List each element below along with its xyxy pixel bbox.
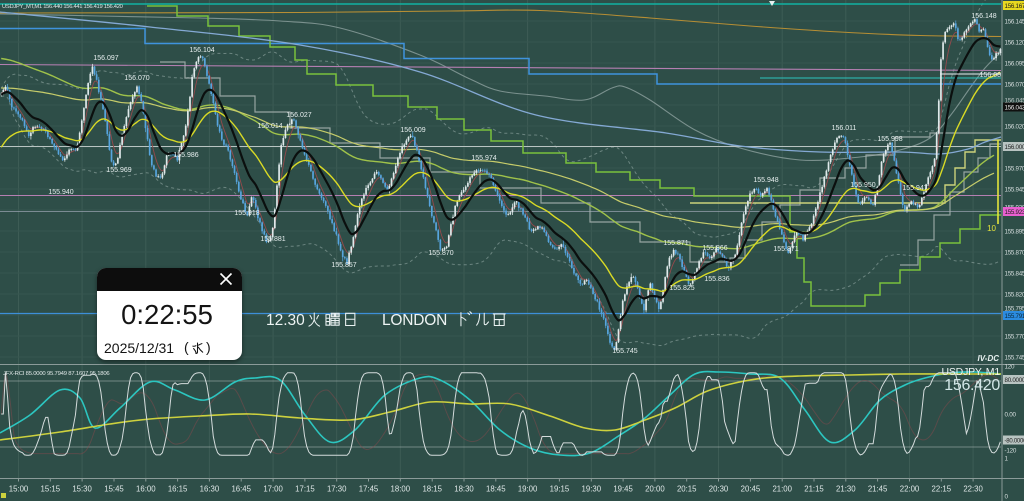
svg-text:-80.0000: -80.0000 (1005, 438, 1024, 444)
svg-text:156.120: 156.120 (1005, 39, 1024, 46)
svg-text:155.948: 155.948 (753, 177, 778, 184)
svg-text:16:45: 16:45 (231, 485, 251, 494)
svg-text:155.745: 155.745 (612, 348, 637, 355)
svg-text:USDJPY_MT,M1 156.440 156.441: USDJPY_MT,M1 156.440 156.441 156.419 156… (2, 4, 123, 10)
svg-text:156.148: 156.148 (971, 13, 996, 20)
svg-text:IV-DC: IV-DC (978, 354, 1000, 363)
svg-text:156.000: 156.000 (1005, 144, 1024, 151)
svg-text:155.870: 155.870 (1005, 249, 1024, 256)
svg-text:15:45: 15:45 (104, 485, 124, 494)
svg-text:156.167: 156.167 (1005, 3, 1024, 10)
svg-text:155.857: 155.857 (331, 262, 356, 269)
svg-text:0: 0 (1005, 493, 1009, 500)
svg-text:15:00: 15:00 (9, 485, 29, 494)
svg-text:21:00: 21:00 (772, 485, 792, 494)
svg-text:17:00: 17:00 (263, 485, 283, 494)
svg-text:155.969: 155.969 (106, 167, 131, 174)
svg-text:17:30: 17:30 (327, 485, 347, 494)
svg-text:155.986: 155.986 (173, 152, 198, 159)
svg-text:18:15: 18:15 (422, 485, 442, 494)
svg-text:155.745: 155.745 (1005, 354, 1024, 361)
svg-text:155.881: 155.881 (260, 236, 285, 243)
svg-text:19:30: 19:30 (582, 485, 602, 494)
svg-text:155.825: 155.825 (669, 285, 694, 292)
svg-text:155.770: 155.770 (1005, 333, 1024, 340)
svg-text:156.070: 156.070 (124, 75, 149, 82)
svg-text:156.014: 156.014 (257, 123, 282, 130)
svg-text:156.420: 156.420 (944, 377, 1000, 394)
svg-text:156.08: 156.08 (980, 72, 1002, 79)
svg-text:156.043: 156.043 (1005, 104, 1024, 111)
svg-text:17:45: 17:45 (359, 485, 379, 494)
svg-text:18:45: 18:45 (486, 485, 506, 494)
svg-text:16:30: 16:30 (200, 485, 220, 494)
svg-text:20:45: 20:45 (741, 485, 761, 494)
svg-text:15:30: 15:30 (72, 485, 92, 494)
svg-text:20:00: 20:00 (645, 485, 665, 494)
svg-text:JFX-RCI 85.0000 95.7949 87.160: JFX-RCI 85.0000 95.7949 87.1607 95.1806 (3, 371, 110, 377)
svg-text:155.895: 155.895 (1005, 228, 1024, 235)
svg-text:155.918: 155.918 (234, 210, 259, 217)
svg-text:155.947: 155.947 (902, 185, 927, 192)
svg-text:21:15: 21:15 (804, 485, 824, 494)
svg-text:155.871: 155.871 (663, 240, 688, 247)
svg-text:22:00: 22:00 (900, 485, 920, 494)
svg-text:156.009: 156.009 (400, 127, 425, 134)
svg-text:155.820: 155.820 (1005, 291, 1024, 298)
svg-text:80.0000: 80.0000 (1005, 377, 1024, 384)
svg-text:155.950: 155.950 (850, 182, 875, 189)
svg-text:16:15: 16:15 (168, 485, 188, 494)
svg-text:18:00: 18:00 (391, 485, 411, 494)
svg-text:USDJPY, M1: USDJPY, M1 (942, 366, 1001, 378)
svg-text:-120: -120 (1005, 447, 1017, 454)
svg-text:155.970: 155.970 (1005, 165, 1024, 172)
svg-text:155.871: 155.871 (773, 246, 798, 253)
svg-text:21:45: 21:45 (868, 485, 888, 494)
svg-text:19:15: 19:15 (550, 485, 570, 494)
svg-text:155.940: 155.940 (48, 189, 73, 196)
svg-text:156.104: 156.104 (189, 47, 214, 54)
svg-text:155.923: 155.923 (1005, 209, 1024, 216)
svg-text:20:30: 20:30 (709, 485, 729, 494)
svg-text:156.045: 156.045 (1005, 97, 1024, 104)
svg-text:156.095: 156.095 (1005, 60, 1024, 67)
svg-text:19:45: 19:45 (613, 485, 633, 494)
svg-text:18:30: 18:30 (454, 485, 474, 494)
svg-text:156.011: 156.011 (832, 125, 857, 132)
svg-text:19:00: 19:00 (518, 485, 538, 494)
svg-text:156.070: 156.070 (1005, 81, 1024, 88)
svg-text:155.866: 155.866 (702, 245, 727, 252)
svg-text:155.845: 155.845 (1005, 270, 1024, 277)
svg-text:0.00: 0.00 (1005, 411, 1017, 418)
svg-text:22:15: 22:15 (932, 485, 952, 494)
svg-text:155.870: 155.870 (428, 250, 453, 257)
svg-text:20:15: 20:15 (677, 485, 697, 494)
svg-text:155.791: 155.791 (1005, 313, 1024, 320)
svg-text:155.795: 155.795 (1005, 305, 1024, 312)
svg-text:155.998: 155.998 (877, 136, 902, 143)
svg-text:156.020: 156.020 (1005, 123, 1024, 130)
svg-text:16:00: 16:00 (136, 485, 156, 494)
svg-text:15:15: 15:15 (41, 485, 61, 494)
svg-text:155.836: 155.836 (704, 276, 729, 283)
svg-text:1: 1 (1005, 455, 1009, 462)
svg-text:156.027: 156.027 (286, 112, 311, 119)
svg-text:156.097: 156.097 (93, 55, 118, 62)
svg-text:155.974: 155.974 (471, 155, 496, 162)
svg-text:156.145: 156.145 (1005, 18, 1024, 25)
svg-text:21:30: 21:30 (836, 485, 856, 494)
svg-text:155.945: 155.945 (1005, 186, 1024, 193)
svg-text:120: 120 (1005, 363, 1016, 370)
svg-text:17:15: 17:15 (295, 485, 315, 494)
svg-text:10: 10 (987, 224, 996, 233)
svg-text:22:30: 22:30 (963, 485, 983, 494)
